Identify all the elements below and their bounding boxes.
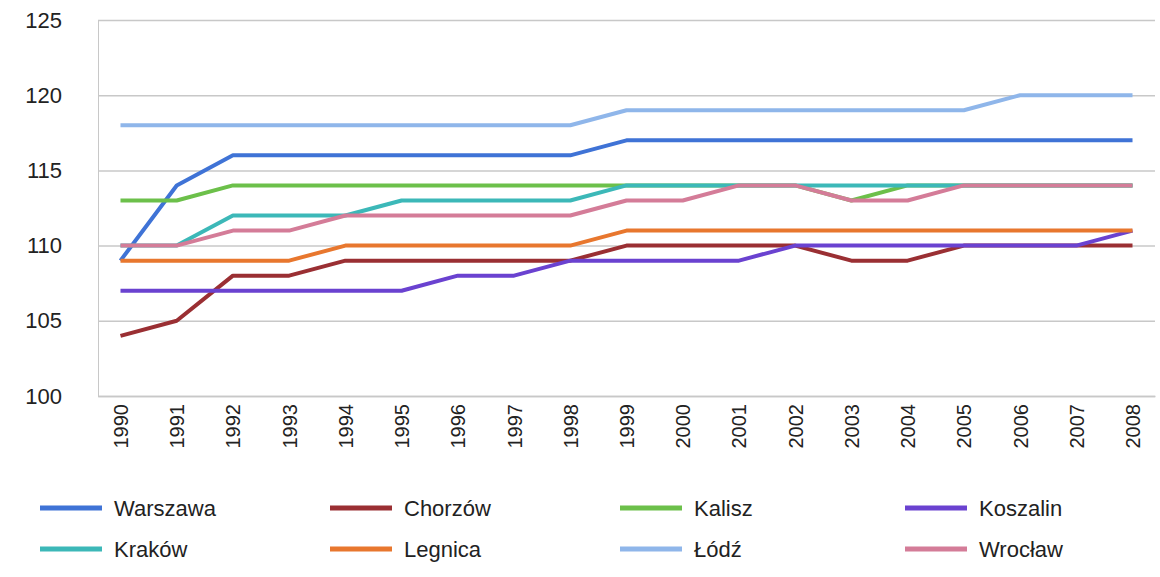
y-tick-label: 110 [27, 233, 62, 258]
lines [120, 95, 1132, 336]
series-line [120, 231, 1132, 261]
grid-line [98, 20, 1155, 22]
x-tick-label: 1990 [110, 404, 132, 449]
y-tick: 115 [27, 158, 1155, 183]
legend-item: Kalisz [620, 496, 753, 521]
x-axis: 1990 1991 1992 1993 1994 1995 1996 1997 1998 1999… [99, 396, 1156, 449]
legend-label: Łódź [694, 537, 742, 562]
series-line [120, 185, 1132, 200]
legend-swatch [905, 547, 967, 552]
x-tick: 1999 [616, 396, 638, 449]
x-tick: 2008 [1122, 396, 1144, 449]
x-tick: 1996 [447, 396, 469, 449]
x-tick: 1992 [222, 396, 244, 449]
x-tick-label: 1995 [391, 404, 413, 449]
series-line [120, 140, 1132, 260]
legend-label: Warszawa [114, 496, 217, 521]
y-axis-line [98, 21, 99, 397]
legend-label: Wrocław [979, 537, 1063, 562]
x-tick: 2007 [1066, 396, 1088, 449]
x-axis-line [99, 396, 1156, 398]
legend-label: Koszalin [979, 496, 1062, 521]
x-tick-label: 2006 [1010, 404, 1032, 449]
y-tick-label: 105 [25, 308, 62, 333]
legend-swatch [905, 506, 967, 511]
legend-swatch [40, 506, 102, 511]
x-tick: 2005 [953, 396, 975, 449]
x-tick: 1997 [504, 396, 526, 449]
x-tick-label: 1998 [560, 404, 582, 449]
x-tick-label: 1994 [335, 404, 357, 449]
series-line [120, 231, 1132, 291]
legend-item: Wrocław [905, 537, 1063, 562]
series-line [120, 185, 1132, 245]
x-tick-label: 1991 [166, 404, 188, 449]
x-tick-label: 2005 [953, 404, 975, 449]
x-tick-label: 1999 [616, 404, 638, 449]
legend: Warszawa Chorzów Kalisz Koszalin Kraków Legni… [40, 496, 1063, 562]
legend-item: Kraków [40, 537, 187, 562]
x-tick-label: 2004 [897, 404, 919, 449]
x-tick-label: 1997 [504, 404, 526, 449]
x-tick-label: 1993 [279, 404, 301, 449]
legend-label: Kalisz [694, 496, 753, 521]
x-tick: 2006 [1010, 396, 1032, 449]
legend-item: Koszalin [905, 496, 1062, 521]
x-tick: 2000 [672, 396, 694, 449]
grid-line [98, 396, 1155, 398]
x-tick: 1994 [335, 396, 357, 449]
y-tick-label: 125 [25, 8, 62, 33]
legend-label: Chorzów [404, 496, 491, 521]
x-tick: 1995 [391, 396, 413, 449]
y-tick: 125 [25, 8, 1155, 33]
x-tick-label: 2008 [1122, 404, 1144, 449]
series-line [120, 95, 1132, 125]
y-tick: 105 [25, 308, 1155, 333]
y-tick: 100 [25, 384, 1155, 409]
legend-swatch [40, 547, 102, 552]
legend-swatch [330, 506, 392, 511]
grid-line [98, 95, 1155, 97]
x-tick-label: 2003 [841, 404, 863, 449]
x-tick: 1993 [279, 396, 301, 449]
grid-line [98, 170, 1155, 172]
legend-swatch [620, 547, 682, 552]
y-tick-label: 100 [25, 384, 62, 409]
x-tick: 2001 [728, 396, 750, 449]
x-tick: 2004 [897, 396, 919, 449]
x-tick-label: 2000 [672, 404, 694, 449]
chart: 1001051101151201251990199119921993199419… [0, 0, 1160, 577]
legend-item: Łódź [620, 537, 742, 562]
y-axis: 100 105 110 115 120 125 [25, 8, 1155, 409]
x-tick-label: 2001 [728, 404, 750, 449]
x-tick: 2002 [785, 396, 807, 449]
legend-item: Legnica [330, 537, 482, 562]
x-tick: 2003 [841, 396, 863, 449]
x-tick-label: 1992 [222, 404, 244, 449]
x-tick: 1998 [560, 396, 582, 449]
x-tick-label: 1996 [447, 404, 469, 449]
legend-item: Chorzów [330, 496, 491, 521]
legend-swatch [620, 506, 682, 511]
grid-line [98, 321, 1155, 323]
legend-swatch [330, 547, 392, 552]
legend-label: Kraków [114, 537, 187, 562]
y-tick-label: 115 [27, 158, 62, 183]
y-tick-label: 120 [25, 83, 62, 108]
legend-label: Legnica [404, 537, 482, 562]
x-tick: 1990 [110, 396, 132, 449]
x-tick-label: 2002 [785, 404, 807, 449]
x-tick-label: 2007 [1066, 404, 1088, 449]
legend-item: Warszawa [40, 496, 217, 521]
x-tick: 1991 [166, 396, 188, 449]
series-line [120, 185, 1132, 245]
